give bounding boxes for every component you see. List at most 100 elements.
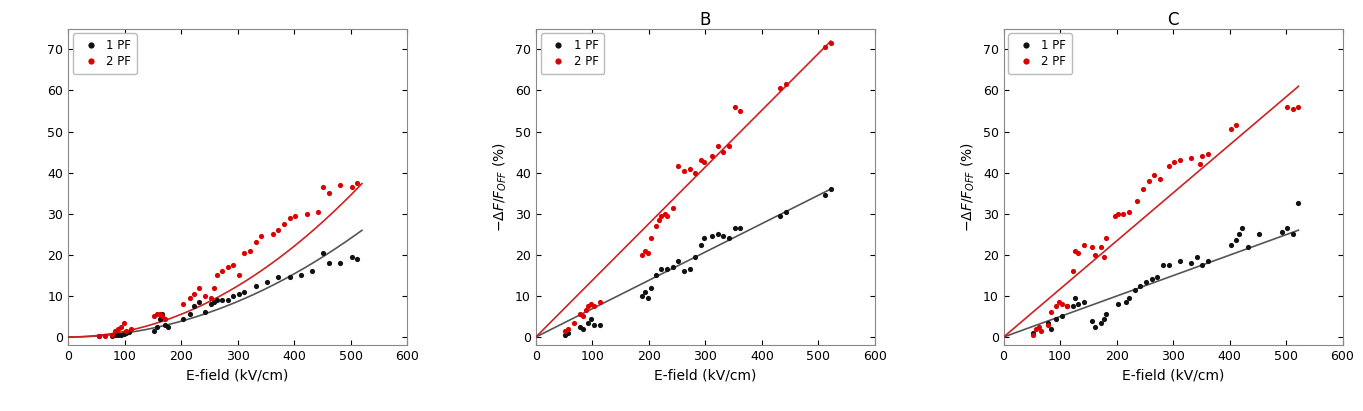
Point (583, 321, 605, 328)
Legend: 1 PF, 2 PF: 1 PF, 2 PF (541, 33, 604, 74)
Point (1037, 319, 1059, 326)
Point (581, 315, 602, 322)
Point (1130, 282, 1152, 289)
Point (188, 299, 210, 305)
Point (1037, 321, 1059, 328)
Point (692, 235, 714, 242)
Point (233, 249, 255, 256)
Point (217, 264, 239, 270)
Point (1022, 330, 1044, 336)
Point (211, 297, 233, 303)
Point (222, 293, 244, 299)
Point (557, 326, 579, 332)
Point (578, 303, 600, 309)
Point (179, 295, 200, 301)
Point (654, 210, 676, 217)
Point (769, 85, 791, 92)
Point (1276, 225, 1298, 231)
Point (290, 272, 312, 279)
X-axis label: E-field (kV/cm): E-field (kV/cm) (1122, 369, 1224, 383)
Point (1084, 252, 1105, 258)
Point (194, 293, 215, 299)
Point (1220, 241, 1242, 248)
Point (211, 268, 233, 275)
Point (251, 233, 273, 240)
Point (1231, 225, 1253, 231)
Point (113, 319, 135, 326)
Point (1073, 241, 1094, 248)
X-axis label: E-field (kV/cm): E-field (kV/cm) (654, 369, 756, 383)
Point (346, 180, 368, 186)
Point (146, 323, 168, 330)
Point (1169, 258, 1191, 264)
Point (1283, 106, 1304, 112)
Point (724, 104, 746, 110)
Point (346, 256, 368, 262)
Point (1051, 301, 1073, 307)
Point (575, 307, 597, 314)
Point (729, 108, 751, 114)
Point (1067, 249, 1089, 256)
Point (583, 303, 605, 309)
Point (104, 332, 125, 338)
Point (1096, 311, 1118, 318)
Point (581, 301, 602, 307)
Point (1163, 159, 1184, 166)
Point (555, 332, 577, 338)
Point (1065, 295, 1086, 301)
Point (774, 208, 796, 215)
Point (143, 313, 165, 320)
Point (341, 184, 363, 190)
Point (656, 212, 677, 219)
Point (1030, 328, 1052, 334)
Point (106, 332, 128, 338)
Point (1283, 231, 1304, 238)
Point (1123, 286, 1145, 293)
Point (1144, 171, 1165, 178)
Point (589, 321, 611, 328)
Point (245, 282, 267, 289)
Point (684, 169, 706, 176)
Point (718, 143, 740, 149)
Point (262, 231, 284, 238)
Point (1022, 332, 1044, 338)
Point (821, 40, 842, 46)
Point (1048, 299, 1070, 305)
Point (228, 272, 249, 279)
Point (318, 260, 339, 266)
Point (631, 252, 653, 258)
Point (572, 326, 594, 332)
Point (341, 254, 363, 260)
Point (206, 297, 228, 303)
Point (713, 149, 735, 155)
Point (1051, 313, 1073, 320)
Point (301, 268, 323, 275)
Point (273, 221, 294, 227)
Point (1225, 122, 1247, 129)
Point (278, 215, 300, 221)
Point (1115, 299, 1137, 305)
Point (673, 268, 695, 275)
Point (631, 293, 653, 299)
Point (701, 233, 722, 240)
Point (154, 315, 176, 322)
Y-axis label: $-\Delta F/F_{OFF}$ (%): $-\Delta F/F_{OFF}$ (%) (492, 142, 510, 232)
Point (1104, 212, 1126, 219)
Point (149, 315, 170, 322)
Point (679, 266, 701, 272)
Y-axis label: $-\Delta F/F_{OFF}$ (%): $-\Delta F/F_{OFF}$ (%) (960, 142, 977, 232)
Point (157, 323, 179, 330)
Point (110, 323, 132, 330)
Point (1056, 303, 1078, 309)
Point (1270, 229, 1292, 236)
Point (179, 311, 200, 318)
Point (1149, 175, 1171, 182)
Point (1169, 157, 1191, 164)
Point (656, 266, 677, 272)
Point (1186, 254, 1208, 260)
Point (661, 264, 683, 270)
Point (101, 332, 123, 338)
Point (1225, 237, 1247, 244)
Point (183, 303, 204, 309)
Point (106, 326, 128, 332)
